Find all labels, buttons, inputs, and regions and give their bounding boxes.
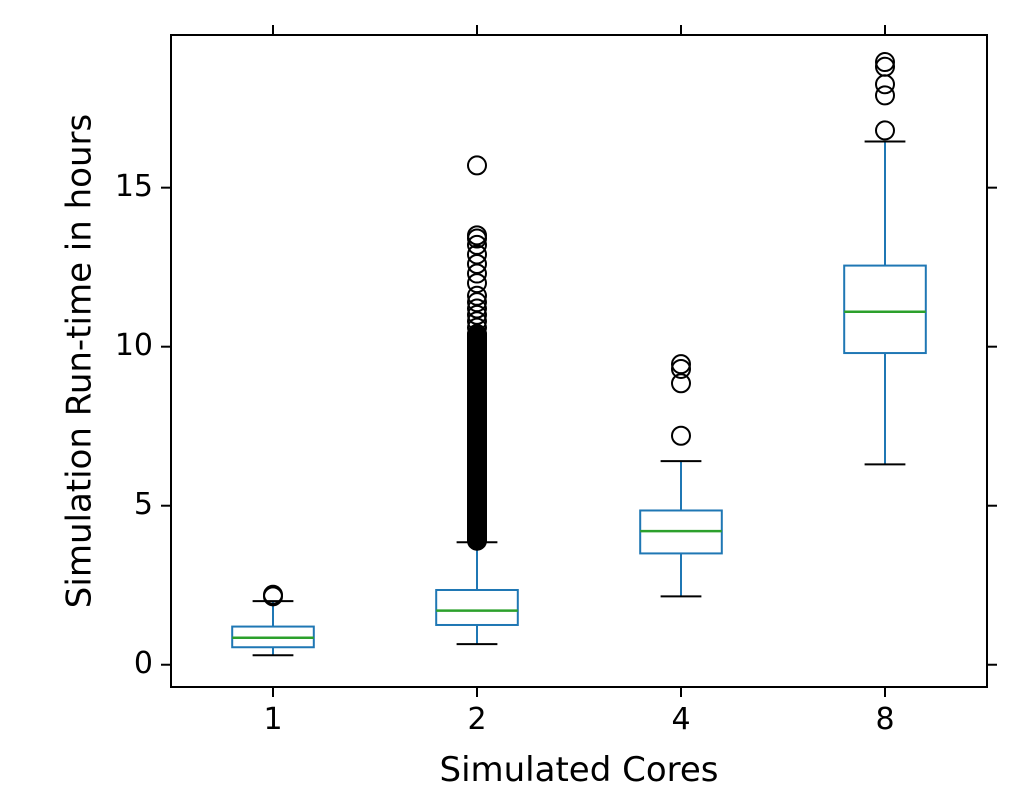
outlier-marker xyxy=(672,427,690,445)
y-tick-label: 5 xyxy=(134,487,153,522)
plot-frame xyxy=(171,35,987,687)
x-tick-label: 1 xyxy=(263,702,282,737)
outlier-marker xyxy=(876,53,894,71)
boxplots xyxy=(232,53,926,655)
y-tick-label: 0 xyxy=(134,646,153,681)
boxplot-4 xyxy=(640,355,722,596)
x-tick-label: 2 xyxy=(467,702,486,737)
outlier-marker xyxy=(876,86,894,104)
x-tick-label: 4 xyxy=(671,702,690,737)
x-axis-label: Simulated Cores xyxy=(439,750,718,790)
box xyxy=(436,590,518,625)
boxplot-chart: 0 5 10 15 1 2 4 8 Simulated Cores Simulation R… xyxy=(0,0,1024,804)
outlier-marker xyxy=(876,58,894,76)
outlier-marker xyxy=(876,75,894,93)
outlier-marker xyxy=(876,121,894,139)
boxplot-8 xyxy=(844,53,926,464)
boxplot-1 xyxy=(232,586,314,655)
y-axis-ticks: 0 5 10 15 xyxy=(115,169,997,681)
boxplot-2 xyxy=(436,156,518,644)
x-axis-ticks: 1 2 4 8 xyxy=(263,25,894,737)
outlier-marker xyxy=(468,156,486,174)
outlier-marker xyxy=(672,355,690,373)
y-tick-label: 15 xyxy=(115,169,153,204)
y-axis-label: Simulation Run-time in hours xyxy=(60,114,100,608)
y-tick-label: 10 xyxy=(115,328,153,363)
x-tick-label: 8 xyxy=(875,702,894,737)
box xyxy=(844,266,926,353)
